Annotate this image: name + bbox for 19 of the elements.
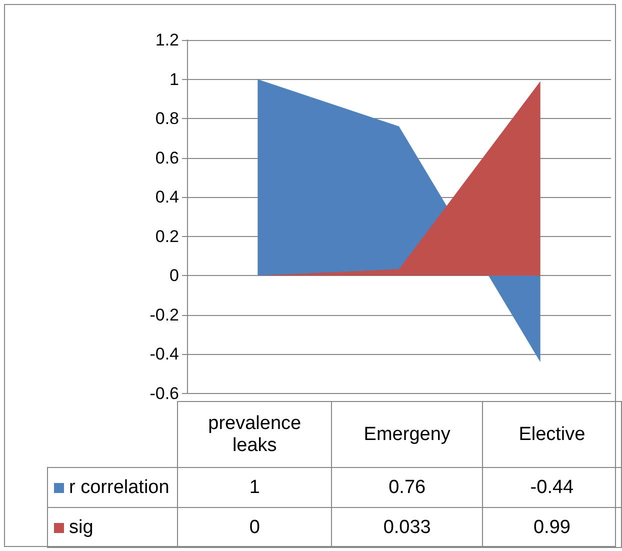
data-label: -0.44 bbox=[482, 468, 622, 508]
data-label: 0.033 bbox=[332, 508, 482, 548]
x-tick-label: prevalence leaks bbox=[177, 402, 332, 468]
data-label: 0.99 bbox=[482, 508, 622, 548]
legend-label: sig bbox=[48, 508, 178, 548]
x-tick-label: Elective bbox=[482, 402, 622, 468]
data-label: 0.76 bbox=[332, 468, 482, 508]
y-tick-label: -0.4 bbox=[150, 344, 179, 364]
y-tick-label: -0.6 bbox=[150, 384, 179, 403]
y-tick-label: 0.8 bbox=[155, 109, 179, 128]
legend-label: r correlation bbox=[48, 468, 178, 508]
y-tick-label: 1.2 bbox=[155, 30, 179, 50]
y-tick-label: 0 bbox=[170, 266, 179, 286]
y-tick-label: 0.4 bbox=[155, 188, 179, 207]
y-tick-label: 0.2 bbox=[155, 226, 179, 246]
y-tick-label: -0.2 bbox=[150, 305, 179, 324]
y-tick-label: 0.6 bbox=[155, 148, 179, 168]
x-tick-label: Emergeny bbox=[332, 402, 482, 468]
y-tick-label: 1 bbox=[170, 70, 179, 89]
